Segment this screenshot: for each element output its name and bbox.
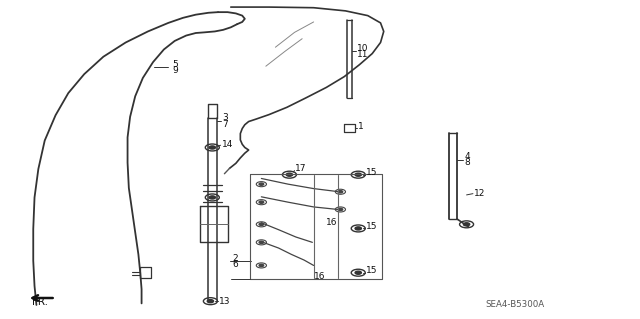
Circle shape (259, 241, 264, 243)
Text: 3: 3 (222, 113, 228, 122)
Text: 13: 13 (220, 297, 231, 306)
Text: 8: 8 (465, 158, 470, 167)
Text: 4: 4 (465, 152, 470, 161)
Text: 7: 7 (222, 120, 228, 129)
Circle shape (338, 191, 342, 193)
Circle shape (259, 201, 264, 203)
Text: 16: 16 (314, 272, 325, 281)
Text: 14: 14 (222, 140, 233, 149)
Circle shape (259, 183, 264, 185)
Circle shape (209, 146, 216, 149)
Text: 2: 2 (232, 254, 237, 263)
Text: SEA4-B5300A: SEA4-B5300A (486, 300, 545, 309)
Text: 12: 12 (474, 189, 486, 198)
Text: 11: 11 (357, 50, 369, 59)
Circle shape (209, 196, 216, 199)
Text: 10: 10 (357, 44, 369, 53)
Circle shape (286, 173, 292, 176)
Text: 17: 17 (294, 165, 306, 174)
Text: 9: 9 (172, 66, 178, 75)
Circle shape (259, 223, 264, 226)
Text: 1: 1 (358, 122, 364, 131)
Text: 16: 16 (326, 218, 338, 227)
Circle shape (355, 227, 362, 230)
Text: FR.: FR. (32, 297, 48, 308)
Circle shape (207, 300, 214, 303)
Text: 15: 15 (366, 168, 378, 177)
Text: 5: 5 (172, 60, 178, 69)
Circle shape (463, 223, 470, 226)
Text: 6: 6 (232, 260, 238, 269)
Circle shape (355, 271, 362, 274)
Text: 15: 15 (366, 222, 378, 231)
Circle shape (355, 173, 362, 176)
Circle shape (338, 208, 342, 211)
Text: 15: 15 (366, 266, 378, 275)
Circle shape (259, 264, 264, 267)
